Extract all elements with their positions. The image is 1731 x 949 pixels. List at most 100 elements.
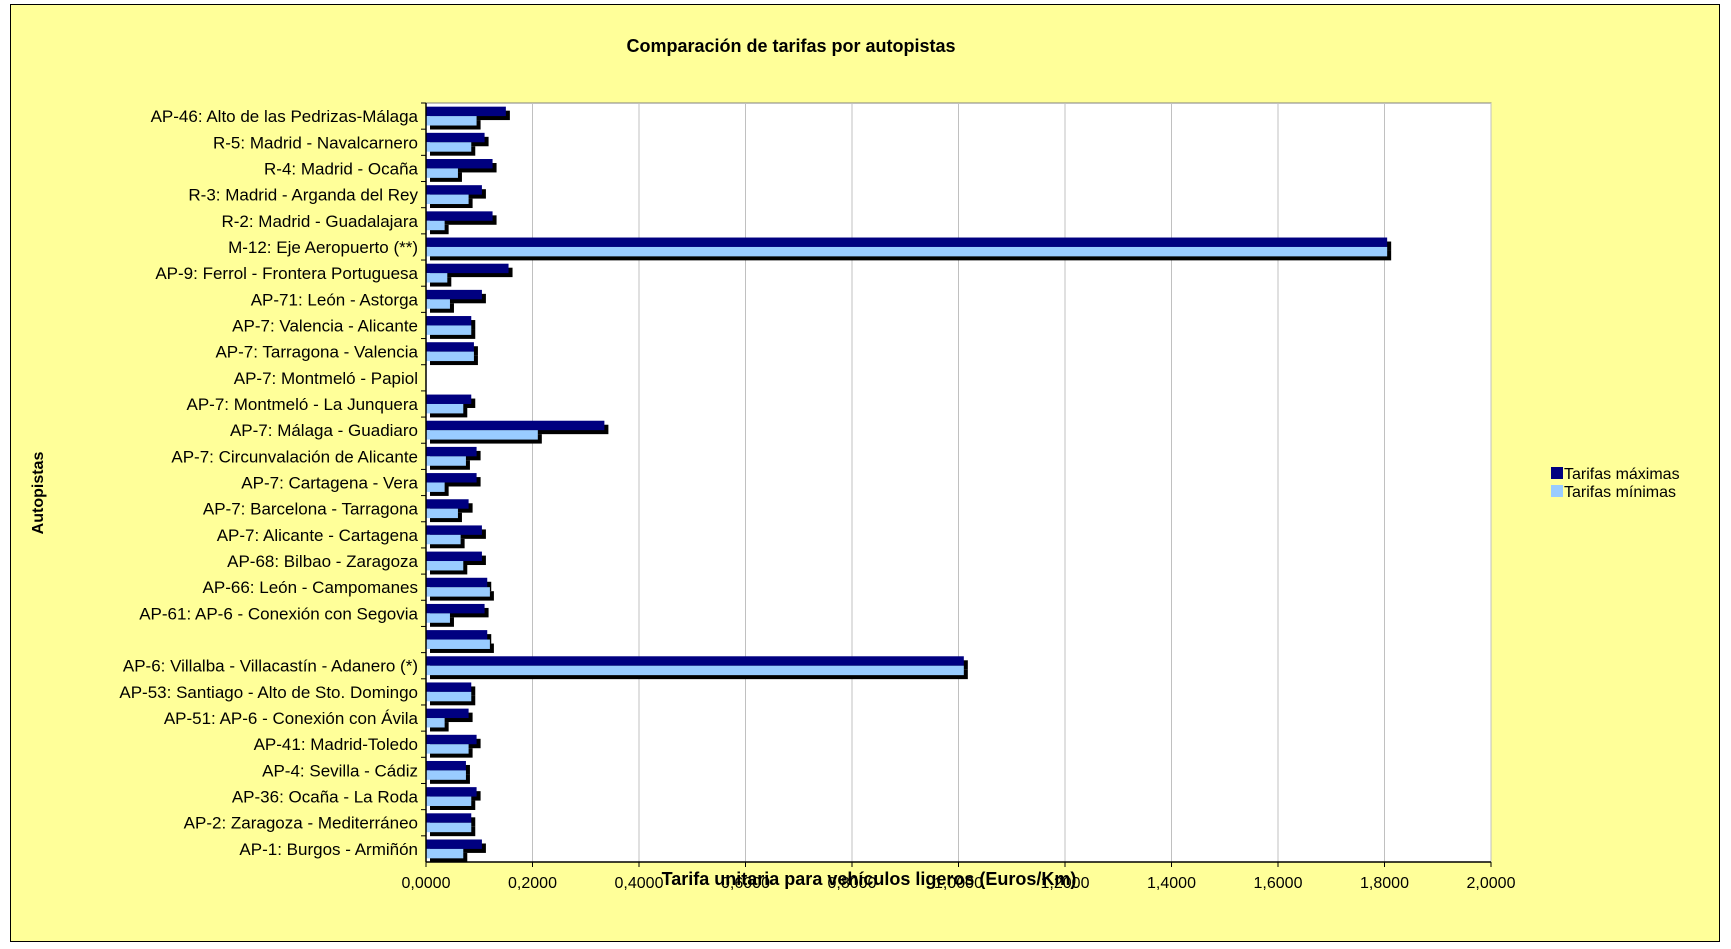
y-tick-label: AP-2: Zaragoza - Mediterráneo: [184, 814, 418, 833]
y-tick-label: AP-46: Alto de las Pedrizas-Málaga: [151, 107, 419, 126]
bar: [426, 744, 469, 754]
y-tick-label: AP-7: Málaga - Guadiaro: [230, 421, 418, 440]
bars-layer: [426, 106, 1392, 863]
bar: [426, 656, 964, 666]
bar: [426, 734, 477, 745]
bar: [426, 456, 466, 466]
bar: [426, 691, 472, 702]
y-tick-label: AP-61: AP-6 - Conexión con Segovia: [139, 604, 418, 623]
bar: [426, 446, 477, 457]
y-tick-label: AP-68: Bilbao - Zaragoza: [227, 552, 418, 571]
y-tick-label: AP-4: Sevilla - Cádiz: [262, 761, 418, 780]
x-tick-label: 0,6000: [721, 875, 770, 892]
bar: [426, 159, 493, 169]
y-tick-label: AP-7: Montmeló - Papiol: [234, 369, 418, 388]
gridlines: [425, 103, 1492, 867]
bar: [426, 760, 466, 771]
chart-area: Comparación de tarifas por autopistas AP…: [10, 4, 1720, 942]
x-tick-label: 1,6000: [1254, 875, 1303, 892]
bar: [426, 534, 461, 545]
y-tick-label: AP-7: Cartagena - Vera: [241, 474, 418, 493]
bar: [426, 220, 445, 231]
bar: [426, 106, 506, 117]
bar: [426, 430, 538, 440]
bar: [426, 603, 485, 614]
bar: [426, 473, 477, 483]
x-tick-label: 0,0000: [402, 875, 451, 892]
bar: [426, 718, 445, 728]
x-axis-label: Tarifa unitaria para vehículos ligeros (…: [662, 869, 1077, 889]
y-tick-label: AP-53: Santiago - Alto de Sto. Domingo: [119, 683, 418, 702]
bar: [426, 168, 458, 178]
bar: [426, 394, 472, 404]
bar: [426, 299, 450, 309]
bar: [426, 116, 477, 126]
bar: [426, 508, 458, 519]
y-tick-label: AP-51: AP-6 - Conexión con Ávila: [164, 709, 419, 728]
x-tick-label: 0,2000: [508, 875, 557, 892]
x-tick-label: 1,4000: [1147, 875, 1196, 892]
bar: [426, 848, 464, 859]
bar: [426, 770, 466, 780]
x-tick-label: 2,0000: [1467, 875, 1516, 892]
y-tick-label: M-12: Eje Aeropuerto (**): [228, 238, 418, 257]
bar: [426, 551, 482, 562]
bar: [426, 665, 964, 676]
y-tick-label: AP-36: Ocaña - La Roda: [232, 788, 419, 807]
bar: [426, 420, 605, 431]
bar: [426, 142, 472, 152]
x-tick-label: 0,4000: [615, 875, 664, 892]
x-tick-labels: 0,0000 0,2000 0,4000 0,6000 0,8000 1,0000 1,20…: [402, 875, 1516, 892]
y-tick-label: AP-7: Barcelona - Tarragona: [203, 500, 419, 519]
y-tick-label: AP-9: Ferrol - Frontera Portuguesa: [155, 264, 418, 283]
bar: [426, 273, 448, 283]
bar: [426, 289, 482, 300]
legend-label: Tarifas máximas: [1564, 466, 1680, 483]
y-tick-label: AP-6: Villalba - Villacastín - Adanero (…: [123, 657, 418, 676]
y-tick-label: AP-7: Montmeló - La Junquera: [186, 395, 418, 414]
x-tick-label: 1,0000: [934, 875, 983, 892]
bar: [426, 246, 1388, 257]
y-tick-label: AP-7: Circunvalación de Alicante: [171, 447, 418, 466]
bar-chart: Comparación de tarifas por autopistas AP…: [30, 36, 1680, 892]
x-tick-label: 1,2000: [1041, 875, 1090, 892]
legend-swatch: [1551, 467, 1563, 479]
bar: [426, 482, 445, 492]
bar: [426, 325, 472, 335]
y-tick-label: AP-1: Burgos - Armiñón: [239, 840, 418, 859]
x-tick-label: 0,8000: [828, 875, 877, 892]
bar: [426, 613, 450, 623]
y-tick-label: AP-7: Tarragona - Valencia: [215, 343, 418, 362]
bar: [426, 839, 482, 849]
bar: [426, 185, 482, 195]
bar: [426, 263, 509, 274]
bar: [426, 132, 485, 143]
bar: [426, 561, 464, 571]
y-tick-label: R-2: Madrid - Guadalajara: [221, 212, 418, 231]
bar: [426, 630, 488, 640]
bar: [426, 682, 472, 692]
legend-label: Tarifas mínimas: [1564, 484, 1676, 501]
bar: [426, 639, 490, 649]
bar: [426, 822, 472, 833]
bar: [426, 194, 469, 205]
y-axis-label: Autopistas: [30, 452, 47, 535]
y-tick-labels: AP-46: Alto de las Pedrizas-Málaga R-5: M…: [119, 102, 426, 859]
bar: [426, 813, 472, 823]
y-tick-label: R-5: Madrid - Navalcarnero: [213, 133, 418, 152]
bar: [426, 316, 472, 326]
y-tick-label: AP-66: León - Campomanes: [203, 578, 418, 597]
bar: [426, 587, 490, 597]
bar: [426, 403, 464, 414]
y-tick-label: AP-41: Madrid-Toledo: [254, 735, 418, 754]
bar: [426, 211, 493, 221]
y-tick-label: R-3: Madrid - Arganda del Rey: [188, 186, 418, 205]
bar: [426, 577, 488, 588]
bar: [426, 796, 472, 806]
y-tick-label: AP-71: León - Astorga: [251, 290, 419, 309]
chart-title: Comparación de tarifas por autopistas: [626, 36, 955, 56]
bar: [426, 499, 469, 509]
bar: [426, 351, 474, 362]
axes: [425, 103, 1491, 863]
